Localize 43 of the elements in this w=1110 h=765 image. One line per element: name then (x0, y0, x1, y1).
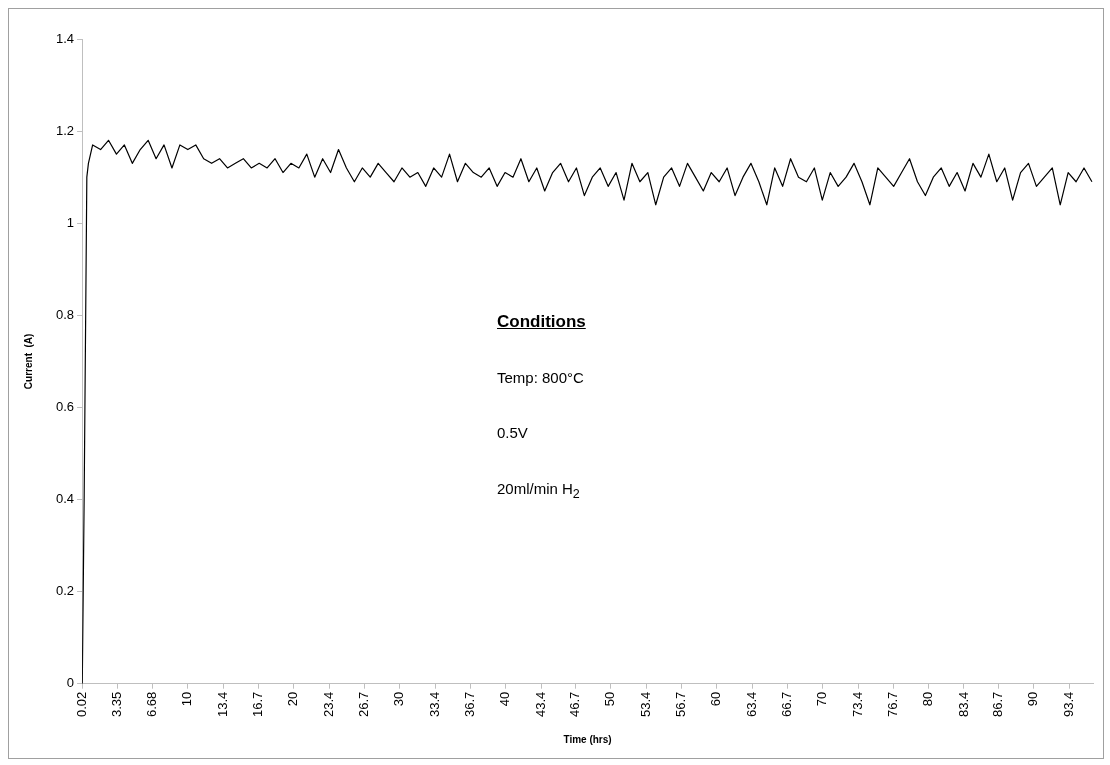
x-tick-label: 66.7 (778, 691, 794, 718)
x-tick-label: 43.4 (532, 691, 548, 718)
x-tick-label: 50 (602, 691, 618, 707)
annotation: 0.5V (497, 424, 528, 441)
x-tick-label: 40 (496, 691, 512, 707)
x-tick-label: 83.4 (955, 691, 971, 718)
x-tick-label: 76.7 (884, 691, 900, 718)
x-tick-label: 0.02 (73, 691, 89, 718)
x-tick-label: 3.35 (109, 691, 125, 718)
y-tick-label: 0.4 (55, 491, 75, 507)
x-tick-label: 53.4 (638, 691, 654, 718)
x-tick-label: 10 (179, 691, 195, 707)
y-tick-label: 0 (66, 675, 75, 691)
y-axis-title: Current (A) (22, 333, 34, 390)
x-tick-label: 23.4 (321, 691, 337, 718)
y-tick-label: 1.2 (55, 122, 75, 138)
x-tick-label: 6.68 (144, 691, 160, 718)
x-tick-label: 20 (285, 691, 301, 707)
x-tick-label: 26.7 (355, 691, 371, 718)
x-tick-label: 56.7 (673, 691, 689, 718)
x-tick-label: 33.4 (426, 691, 442, 718)
x-tick-label: 30 (390, 691, 406, 707)
annotation: Temp: 800°C (497, 369, 584, 386)
y-tick-label: 0.6 (55, 398, 75, 414)
annotation: Conditions (497, 312, 586, 332)
x-tick-label: 90 (1025, 691, 1041, 707)
y-tick-label: 0.2 (55, 583, 75, 599)
x-tick-label: 70 (813, 691, 829, 707)
annotation: 20ml/min H$_{2}$ (497, 480, 580, 501)
x-tick-label: 73.4 (849, 691, 865, 718)
x-tick-label: 93.4 (1061, 691, 1077, 718)
x-tick-label: 16.7 (250, 691, 266, 718)
x-tick-label: 13.4 (215, 691, 231, 718)
y-tick-label: 1 (66, 214, 75, 230)
x-tick-label: 63.4 (744, 691, 760, 718)
x-axis-title: Time (hrs) (563, 733, 612, 745)
x-tick-label: 46.7 (567, 691, 583, 718)
x-tick-label: 60 (708, 691, 724, 707)
y-tick-label: 1.4 (55, 30, 75, 46)
x-tick-label: 80 (919, 691, 935, 707)
x-tick-label: 86.7 (990, 691, 1006, 718)
x-tick-label: 36.7 (461, 691, 477, 718)
y-tick-label: 0.8 (55, 306, 75, 322)
